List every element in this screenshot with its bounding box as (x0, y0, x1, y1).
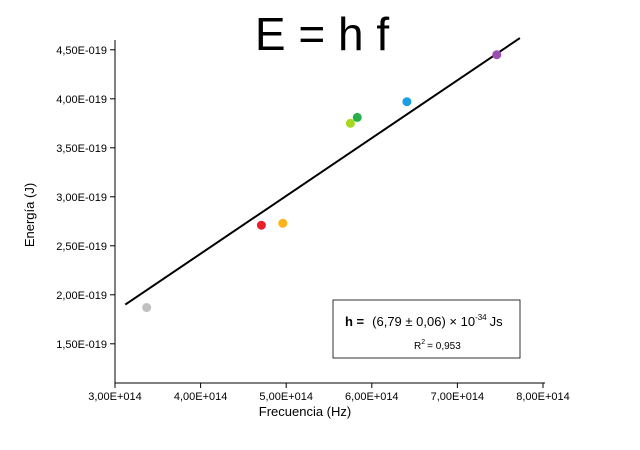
annotation-box: h = (6,79 ± 0,06) × 10-34 Js R2 = 0,953 (332, 299, 521, 359)
r2-value: = 0,953 (427, 341, 461, 352)
data-point (142, 303, 152, 313)
x-tick-label: 4,00E+014 (174, 391, 228, 403)
data-point (278, 218, 288, 228)
chart-title: E = h f (255, 8, 389, 60)
y-tick-label: 2,00E-019 (56, 290, 107, 302)
x-axis-label: Frecuencia (Hz) (259, 404, 351, 419)
h-exponent: -34 (475, 313, 487, 322)
h-unit: Js (490, 314, 504, 329)
h-value: (6,79 ± 0,06) × 10 (372, 314, 475, 329)
data-point (492, 50, 502, 60)
annotation-frame (332, 299, 521, 359)
data-point (256, 220, 266, 230)
x-tick-label: 6,00E+014 (345, 391, 399, 403)
r2-exponent: 2 (421, 339, 425, 346)
y-tick-label: 4,50E-019 (56, 45, 107, 57)
y-tick-label: 2,50E-019 (56, 241, 107, 253)
y-tick-label: 4,00E-019 (56, 94, 107, 106)
r2-label: R (414, 341, 421, 352)
y-axis-label: Energía (J) (22, 183, 37, 247)
data-point (352, 112, 362, 122)
data-point (345, 118, 355, 128)
data-point (402, 97, 412, 107)
h-label: h = (345, 314, 365, 329)
x-tick-label: 5,00E+014 (259, 391, 313, 403)
y-tick-label: 3,00E-019 (56, 192, 107, 204)
x-tick-label: 3,00E+014 (88, 391, 142, 403)
r2-annotation: R2 = 0,953 (414, 339, 461, 352)
x-tick-label: 8,00E+014 (516, 391, 570, 403)
x-tick-label: 7,00E+014 (431, 391, 485, 403)
y-tick-label: 1,50E-019 (56, 339, 107, 351)
h-annotation: h = (6,79 ± 0,06) × 10-34 Js (345, 313, 503, 329)
y-tick-label: 3,50E-019 (56, 143, 107, 155)
fit-line (124, 37, 521, 306)
